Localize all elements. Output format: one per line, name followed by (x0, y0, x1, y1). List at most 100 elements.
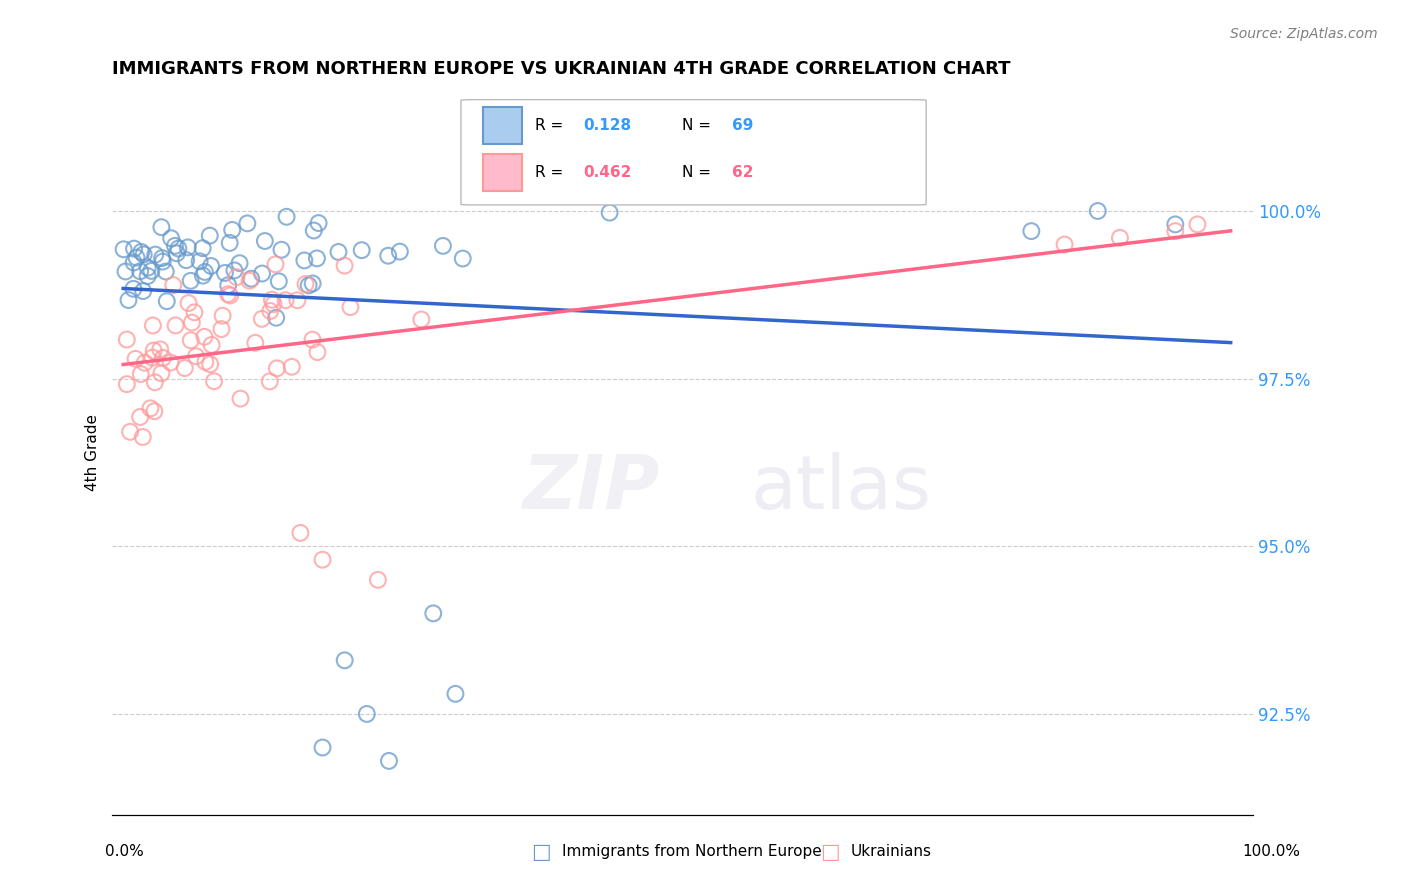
Point (142, 318, 165, 333)
Point (122, 255, 145, 269)
Point (267, 274, 290, 288)
Point (1187, 218, 1209, 232)
Point (290, 525, 312, 540)
Point (377, 249, 399, 263)
Point (422, 607, 444, 621)
Point (599, 205, 621, 219)
Point (115, 333, 138, 347)
Point (136, 268, 159, 283)
Point (180, 334, 202, 348)
Text: □: □ (531, 842, 551, 862)
Point (301, 277, 323, 291)
Text: 100.0%: 100.0% (1243, 845, 1301, 859)
Point (274, 293, 297, 308)
Point (184, 349, 207, 363)
Point (141, 351, 163, 365)
Point (378, 754, 401, 768)
Point (150, 251, 173, 265)
Point (134, 356, 156, 370)
Point (120, 425, 142, 439)
Point (219, 288, 242, 302)
Point (132, 247, 155, 261)
Point (155, 264, 177, 278)
Point (432, 239, 454, 253)
Point (217, 278, 239, 293)
Point (143, 376, 166, 390)
Point (117, 293, 139, 307)
Point (301, 333, 323, 347)
Point (136, 260, 159, 275)
Bar (484, 154, 522, 191)
Text: 69: 69 (733, 119, 754, 133)
Text: ZIP: ZIP (523, 452, 659, 525)
FancyBboxPatch shape (461, 100, 927, 205)
Point (240, 271, 263, 285)
Point (339, 300, 361, 314)
Point (173, 361, 195, 376)
Point (328, 244, 350, 259)
Point (180, 316, 202, 330)
Point (260, 293, 283, 307)
Point (1109, 231, 1132, 245)
Point (307, 345, 329, 359)
Point (225, 270, 247, 285)
Point (217, 287, 239, 301)
Point (174, 253, 197, 268)
Point (165, 318, 187, 333)
Point (1021, 224, 1043, 238)
Point (270, 243, 292, 257)
Point (132, 284, 155, 298)
Point (250, 311, 273, 326)
Point (191, 241, 214, 255)
Point (253, 234, 276, 248)
Text: atlas: atlas (751, 452, 932, 525)
Point (131, 244, 153, 259)
Point (229, 392, 252, 406)
Point (200, 338, 222, 352)
Point (142, 343, 165, 358)
Point (163, 239, 186, 253)
Point (298, 278, 321, 293)
Text: Source: ZipAtlas.com: Source: ZipAtlas.com (1230, 27, 1378, 41)
Point (367, 573, 389, 587)
Point (302, 223, 325, 237)
Point (198, 228, 221, 243)
Point (143, 404, 166, 418)
Point (159, 355, 181, 369)
Text: R =: R = (536, 119, 568, 133)
Point (388, 244, 411, 259)
Point (333, 259, 356, 273)
Point (152, 351, 174, 365)
Point (451, 252, 474, 266)
Point (218, 235, 240, 250)
Point (139, 401, 162, 416)
Y-axis label: 4th Grade: 4th Grade (86, 414, 100, 491)
Point (1164, 224, 1187, 238)
Point (276, 210, 298, 224)
Text: 0.0%: 0.0% (105, 845, 145, 859)
Text: R =: R = (536, 165, 568, 180)
Point (180, 274, 202, 288)
Point (250, 267, 273, 281)
Point (200, 259, 222, 273)
Point (444, 687, 467, 701)
Point (311, 552, 333, 566)
Text: IMMIGRANTS FROM NORTHERN EUROPE VS UKRAINIAN 4TH GRADE CORRELATION CHART: IMMIGRANTS FROM NORTHERN EUROPE VS UKRAI… (112, 60, 1011, 78)
Point (191, 268, 214, 283)
Point (264, 310, 287, 325)
Point (132, 430, 155, 444)
Point (150, 366, 173, 380)
Text: Immigrants from Northern Europe: Immigrants from Northern Europe (562, 845, 823, 859)
Point (263, 297, 285, 311)
Point (281, 359, 304, 374)
Point (239, 274, 262, 288)
Point (193, 330, 215, 344)
Point (259, 375, 281, 389)
Point (198, 357, 221, 371)
Point (287, 293, 309, 308)
Point (1087, 204, 1109, 219)
Point (194, 265, 217, 279)
Point (350, 243, 373, 257)
Point (411, 312, 433, 326)
Point (211, 309, 233, 323)
